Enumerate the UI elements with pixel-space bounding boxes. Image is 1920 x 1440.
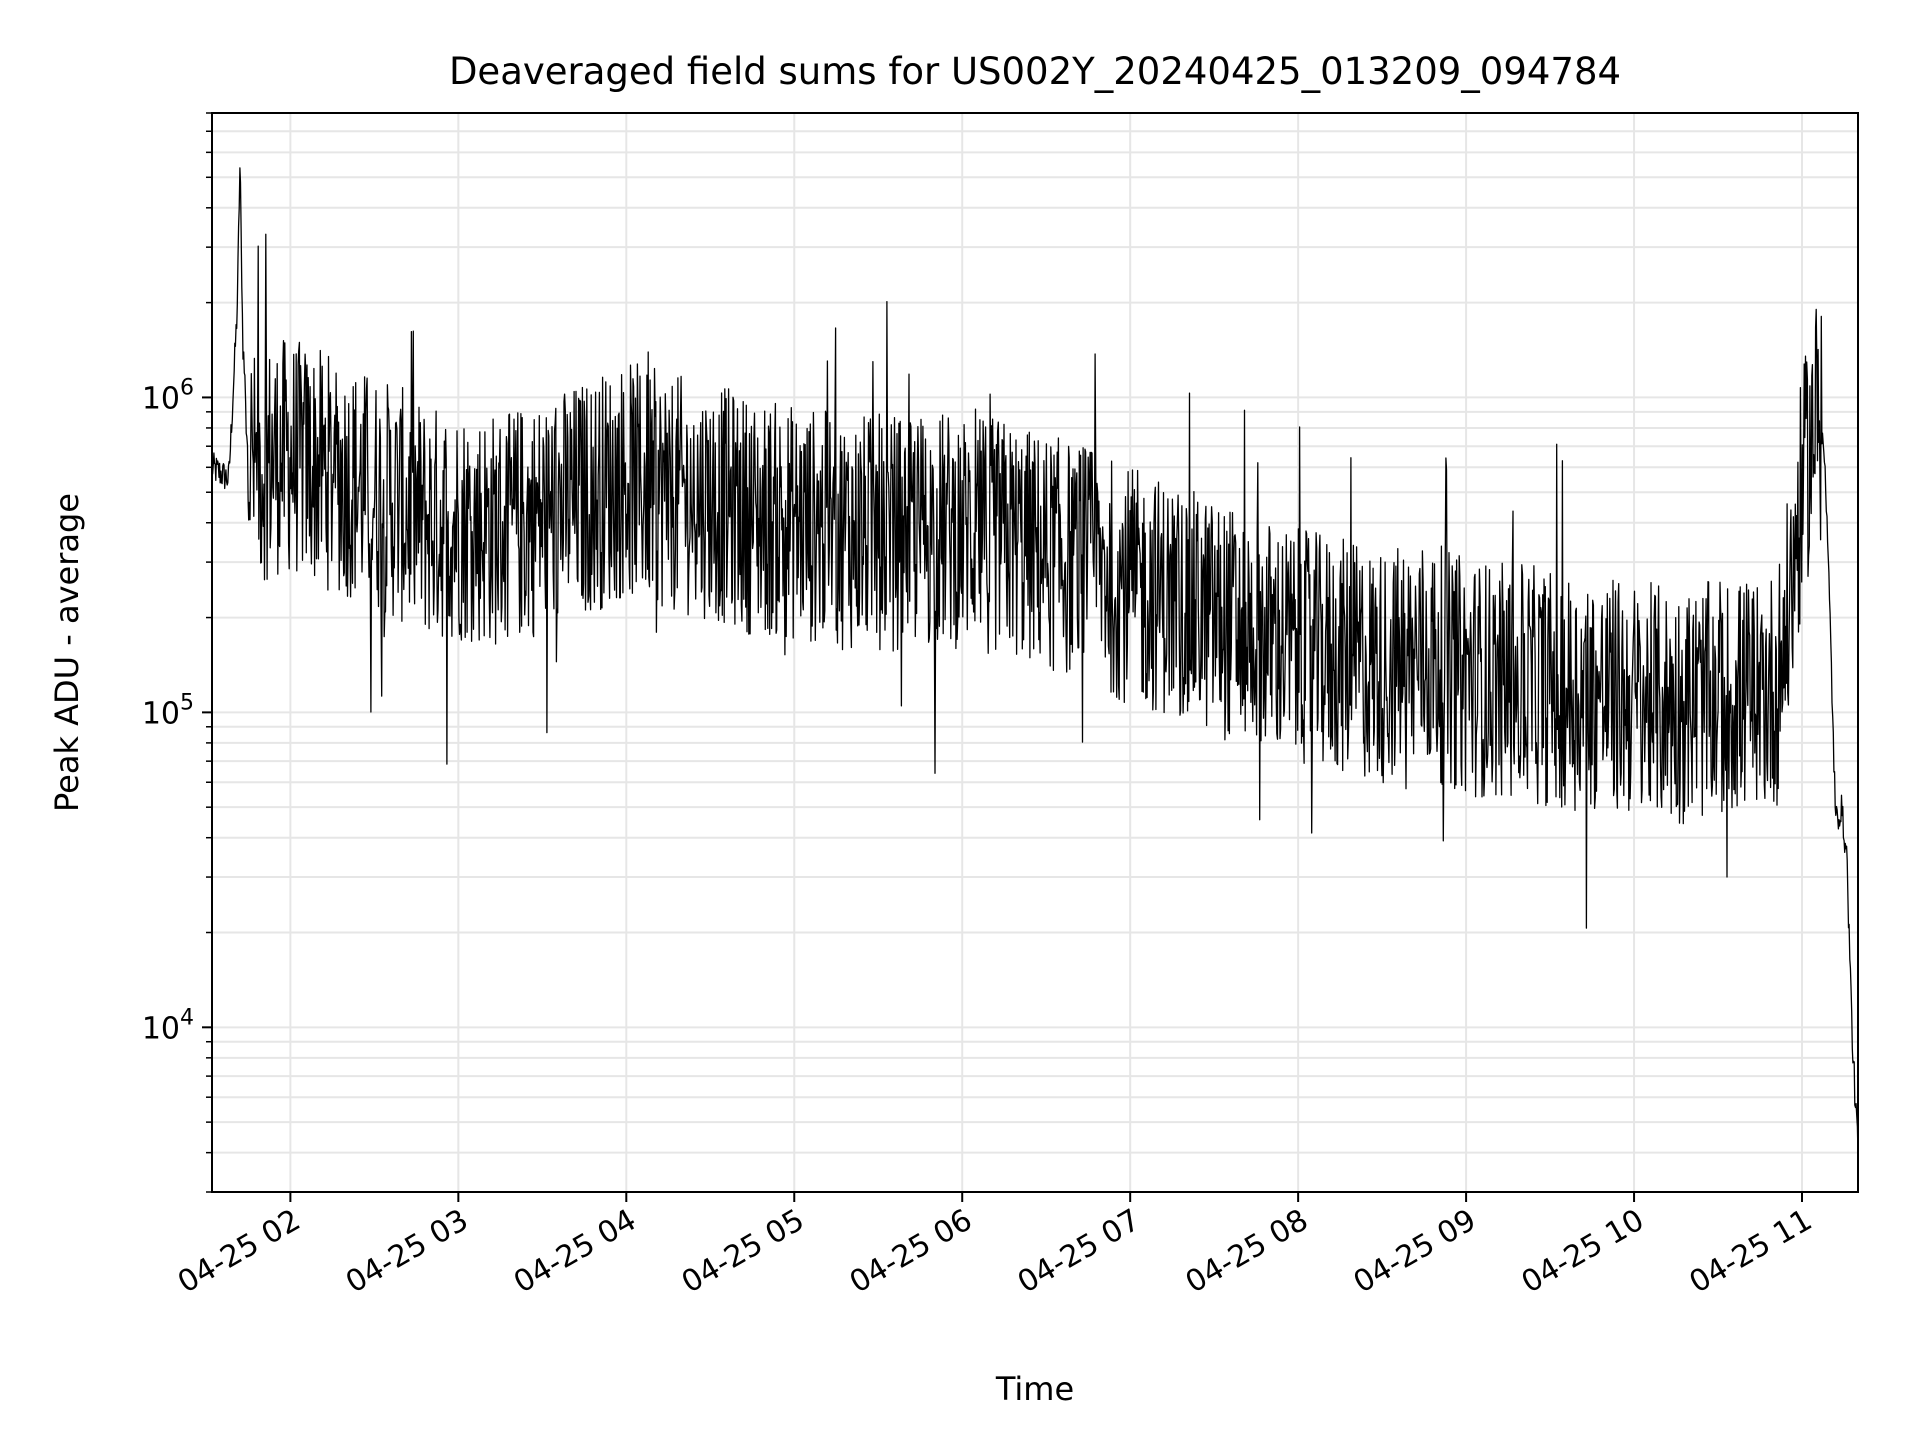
- x-axis-label: Time: [995, 1370, 1074, 1408]
- plot-frame: [211, 112, 1859, 1193]
- series-line: [211, 167, 1859, 1156]
- y-tick-label: 106: [142, 375, 194, 416]
- series-layer: [211, 167, 1859, 1156]
- grid-layer: [212, 112, 1858, 1193]
- y-tick-label: 105: [142, 690, 194, 731]
- y-tick-label: 104: [142, 1005, 194, 1046]
- y-axis-label: Peak ADU - average: [48, 493, 86, 812]
- chart-title: Deaveraged field sums for US002Y_2024042…: [449, 50, 1621, 93]
